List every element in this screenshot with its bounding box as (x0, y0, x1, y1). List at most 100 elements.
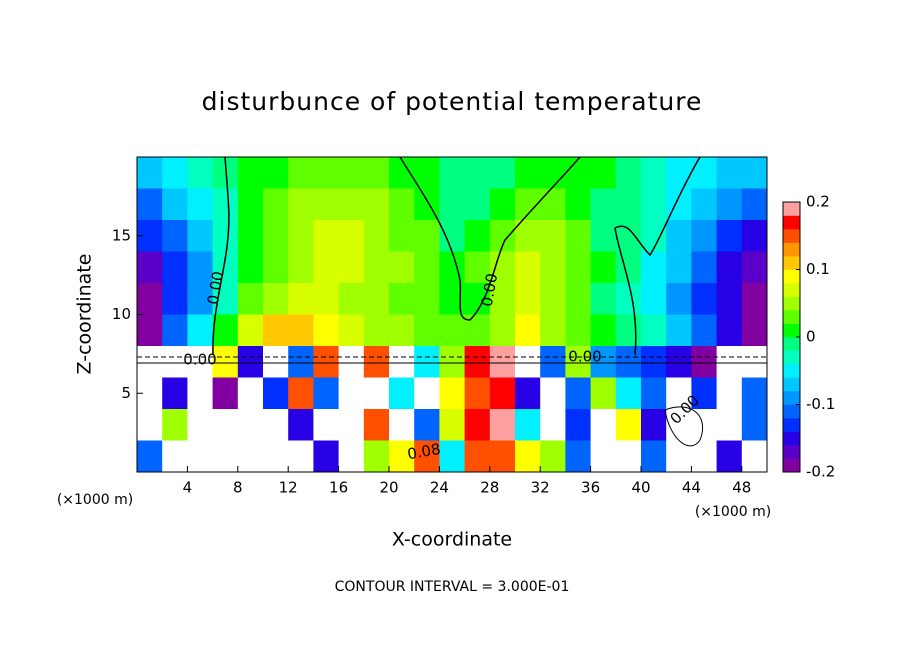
cell (741, 440, 768, 473)
cell (338, 188, 365, 221)
cell (489, 409, 516, 441)
cell (313, 346, 340, 378)
cell (716, 188, 743, 221)
cell (363, 409, 390, 441)
colorbar-swatch (783, 377, 800, 392)
cell (590, 188, 617, 221)
cell (389, 220, 415, 252)
cell (237, 251, 264, 284)
cell (515, 251, 541, 284)
colorbar-tick-label: 0.2 (806, 193, 830, 211)
cell (162, 283, 188, 315)
cell (590, 251, 617, 284)
cell (414, 220, 440, 252)
contour-line (614, 156, 701, 356)
cell (439, 314, 466, 347)
colorbar-tick-label: 0.1 (806, 260, 830, 278)
cell (263, 188, 289, 221)
cell (162, 409, 188, 441)
cell (615, 251, 642, 284)
cell (439, 377, 466, 410)
cell (389, 440, 415, 473)
cell (162, 220, 188, 252)
x-unit-label: (×1000 m) (57, 492, 133, 508)
x-tick-label: 12 (279, 479, 298, 497)
colorbar-swatch (783, 445, 800, 459)
y-tick-label: 15 (112, 226, 131, 244)
cell (540, 440, 566, 473)
cell (187, 409, 214, 441)
cell (615, 409, 642, 441)
colorbar-swatch (783, 202, 800, 216)
cell (237, 283, 264, 315)
cell (363, 251, 390, 284)
cell (691, 440, 718, 473)
contour-label: 0.00 (568, 348, 601, 366)
colorbar-tick-label: -0.2 (806, 463, 835, 481)
cell (716, 377, 743, 410)
cell (489, 188, 516, 221)
contour-line (212, 156, 230, 356)
cell (641, 188, 667, 221)
x-tick-label: 8 (233, 479, 243, 497)
cell (313, 314, 340, 347)
contour-label: 0.00 (183, 351, 216, 369)
cell (237, 188, 264, 221)
cell (565, 377, 592, 410)
cell (741, 314, 768, 347)
cell (137, 157, 163, 189)
cell (666, 283, 692, 315)
cell (641, 409, 667, 441)
cell (590, 314, 617, 347)
cell (741, 220, 768, 252)
cell (464, 377, 491, 410)
cell (288, 377, 314, 410)
colorbar-swatch (783, 391, 800, 405)
cell (288, 440, 314, 473)
cell (338, 377, 365, 410)
cell (540, 157, 566, 189)
cell (565, 283, 592, 315)
cell (338, 283, 365, 315)
cell (363, 314, 390, 347)
colorbar-tick-label: 0 (806, 328, 816, 346)
cell (641, 377, 667, 410)
cell (540, 283, 566, 315)
cell (263, 346, 289, 378)
cell (389, 251, 415, 284)
colorbar-swatch (783, 323, 800, 338)
cell (288, 220, 314, 252)
cell (263, 377, 289, 410)
cell (137, 409, 163, 441)
cell (615, 440, 642, 473)
cell (288, 409, 314, 441)
cell (590, 377, 617, 410)
cell (615, 220, 642, 252)
cell (641, 440, 667, 473)
cell (540, 409, 566, 441)
x-tick-label: 36 (581, 479, 600, 497)
cell (666, 157, 692, 189)
cell (237, 157, 264, 189)
cell (691, 314, 718, 347)
cell (691, 377, 718, 410)
cell (641, 251, 667, 284)
cell (489, 314, 516, 347)
colorbar-swatch (783, 458, 800, 473)
x-unit-label: (×1000 m) (695, 504, 771, 520)
cell (137, 346, 163, 378)
colorbar-swatch (783, 364, 800, 378)
cell (414, 283, 440, 315)
cell (741, 377, 768, 410)
contour-line (664, 406, 703, 447)
cell (439, 220, 466, 252)
cell (363, 220, 390, 252)
cell (489, 377, 516, 410)
cell (288, 251, 314, 284)
cell (515, 314, 541, 347)
cell (212, 440, 239, 473)
cell (363, 283, 390, 315)
cell (691, 409, 718, 441)
cell (313, 251, 340, 284)
contour-label: 0.00 (478, 272, 502, 308)
